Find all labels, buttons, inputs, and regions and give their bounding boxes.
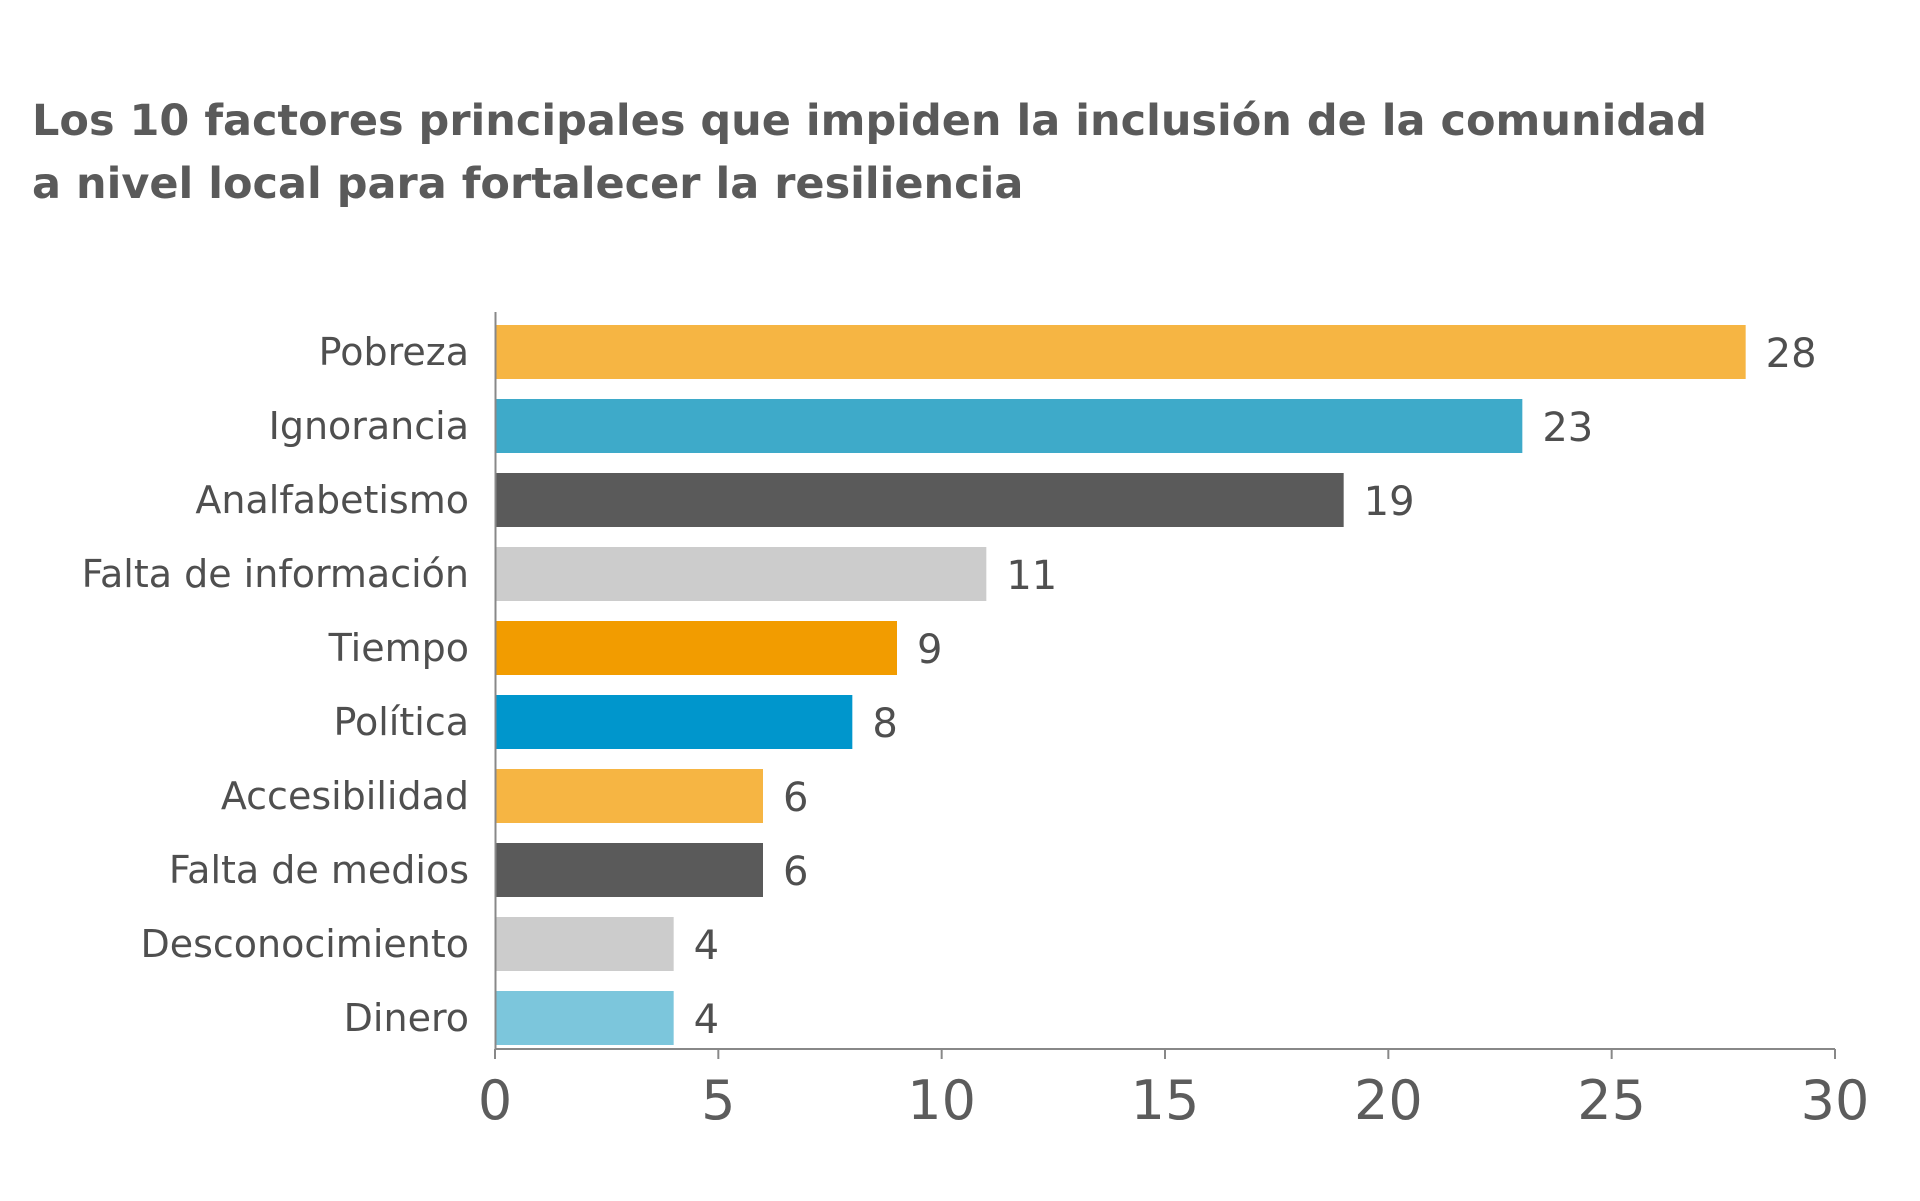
bar-politica (495, 695, 853, 749)
x-tick-label-20: 20 (1354, 1069, 1423, 1132)
chart-title: Los 10 factores principales que impiden … (32, 90, 1832, 216)
labels-layer: Pobreza 28 Ignorancia 23 Analfabetismo 19 Falt… (82, 330, 1870, 1132)
category-label-tiempo: Tiempo (328, 626, 469, 670)
x-tick-label-5: 5 (701, 1069, 735, 1132)
category-label-pobreza: Pobreza (319, 330, 469, 374)
value-label-pobreza: 28 (1766, 331, 1817, 377)
x-tick-label-10: 10 (907, 1069, 976, 1132)
category-label-analfabetismo: Analfabetismo (195, 478, 469, 522)
bar-falta-de-medios (495, 843, 763, 897)
x-tick-label-30: 30 (1801, 1069, 1870, 1132)
category-label-ignorancia: Ignorancia (269, 404, 469, 448)
bar-analfabetismo (495, 473, 1344, 527)
bar-desconocimiento (495, 917, 674, 971)
category-label-accesibilidad: Accesibilidad (221, 774, 469, 818)
x-tick-label-0: 0 (478, 1069, 512, 1132)
bar-falta-de-informacion (495, 547, 987, 601)
chart-title-line-2: a nivel local para fortalecer la resilie… (32, 159, 1024, 209)
bar-tiempo (495, 621, 897, 675)
bar-pobreza (495, 325, 1746, 379)
bar-dinero (495, 991, 674, 1045)
bar-ignorancia (495, 399, 1523, 453)
value-label-desconocimiento: 4 (694, 923, 719, 969)
value-label-tiempo: 9 (917, 627, 942, 673)
chart-title-line-1: Los 10 factores principales que impiden … (32, 96, 1707, 146)
value-label-falta-de-medios: 6 (783, 849, 808, 895)
category-label-falta-de-informacion: Falta de información (82, 552, 469, 596)
category-label-falta-de-medios: Falta de medios (169, 848, 469, 892)
value-label-politica: 8 (872, 701, 897, 747)
bars-layer (495, 325, 1746, 1045)
x-tick-label-15: 15 (1131, 1069, 1200, 1132)
category-label-desconocimiento: Desconocimiento (140, 922, 469, 966)
value-label-dinero: 4 (694, 997, 719, 1043)
value-label-analfabetismo: 19 (1364, 479, 1415, 525)
bar-accesibilidad (495, 769, 763, 823)
value-label-falta-de-informacion: 11 (1006, 553, 1057, 599)
category-label-politica: Política (333, 700, 469, 744)
category-label-dinero: Dinero (344, 996, 469, 1040)
x-tick-label-25: 25 (1577, 1069, 1646, 1132)
value-label-accesibilidad: 6 (783, 775, 808, 821)
axes-layer (494, 312, 1836, 1059)
value-label-ignorancia: 23 (1542, 405, 1593, 451)
